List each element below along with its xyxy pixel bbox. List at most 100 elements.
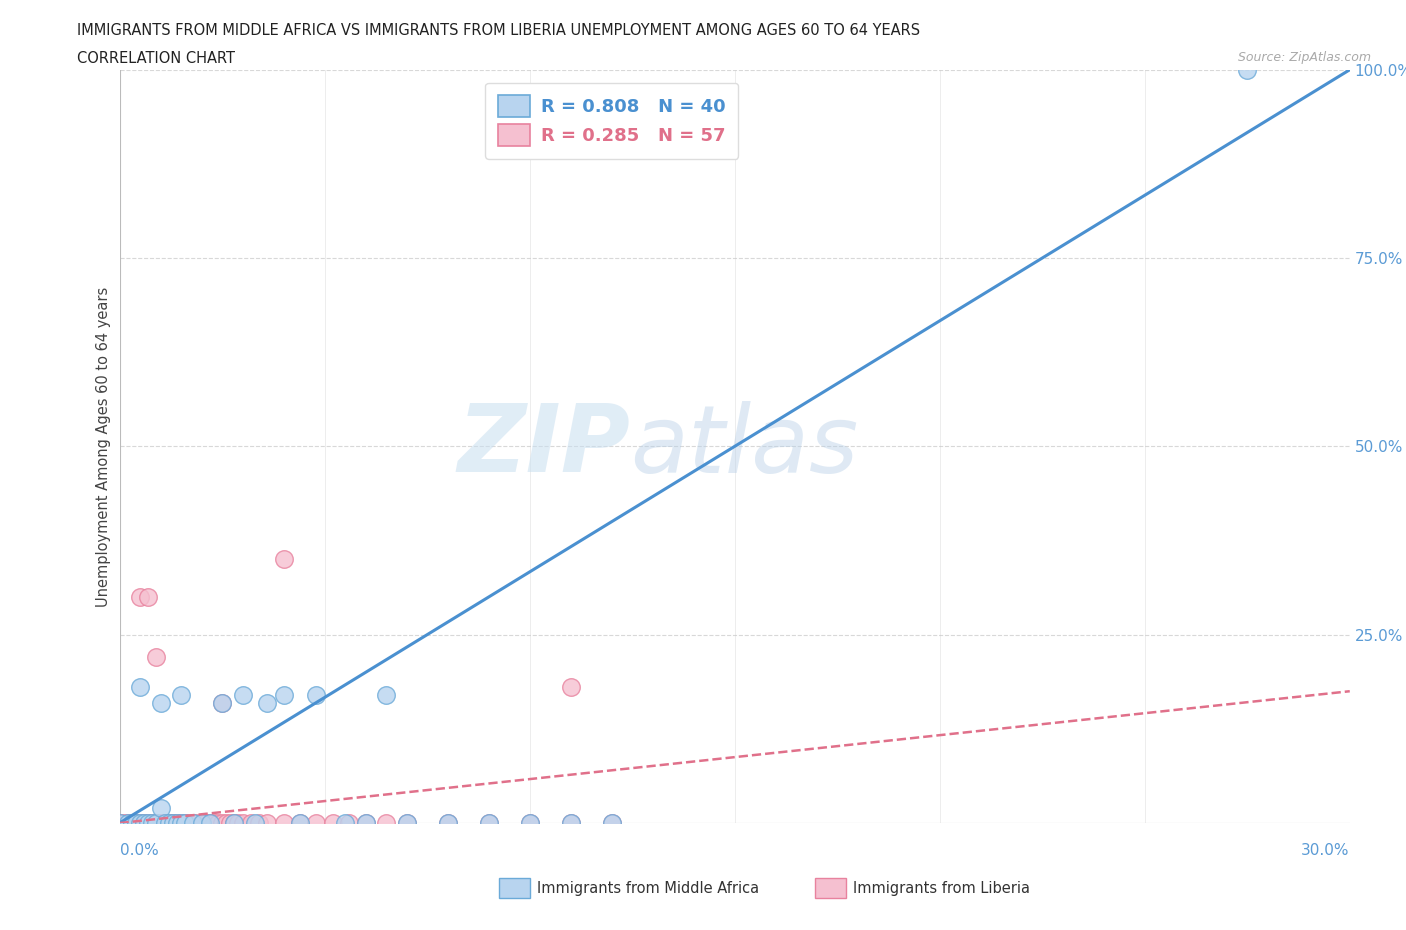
Text: atlas: atlas xyxy=(630,401,858,492)
Y-axis label: Unemployment Among Ages 60 to 64 years: Unemployment Among Ages 60 to 64 years xyxy=(96,286,111,606)
Point xyxy=(108,816,131,830)
Point xyxy=(179,816,201,830)
Point xyxy=(211,816,233,830)
Point xyxy=(305,687,328,702)
Point xyxy=(256,816,278,830)
Point xyxy=(478,816,501,830)
Point xyxy=(247,816,270,830)
Point xyxy=(273,552,295,567)
Point xyxy=(190,816,212,830)
Point xyxy=(166,816,188,830)
Point xyxy=(132,816,156,830)
Point xyxy=(600,816,623,830)
Point xyxy=(198,816,221,830)
Point xyxy=(145,816,167,830)
Point xyxy=(162,816,184,830)
Point xyxy=(560,816,582,830)
Point xyxy=(129,816,152,830)
Point xyxy=(190,816,212,830)
Point xyxy=(395,816,418,830)
Point xyxy=(136,816,159,830)
Point xyxy=(149,695,172,710)
Point xyxy=(322,816,344,830)
Point xyxy=(183,816,205,830)
Point xyxy=(153,816,176,830)
Point xyxy=(224,816,246,830)
Point xyxy=(337,816,360,830)
Point xyxy=(121,816,143,830)
Point xyxy=(121,816,143,830)
Point xyxy=(288,816,311,830)
Point xyxy=(211,695,233,710)
Point xyxy=(145,650,167,665)
Point xyxy=(183,816,205,830)
Text: 0.0%: 0.0% xyxy=(120,844,159,858)
Point xyxy=(354,816,377,830)
Point xyxy=(600,816,623,830)
Point xyxy=(157,816,180,830)
Point xyxy=(170,816,193,830)
Point xyxy=(273,816,295,830)
Point xyxy=(117,816,139,830)
Point xyxy=(149,816,172,830)
Point xyxy=(436,816,458,830)
Point xyxy=(153,816,176,830)
Point xyxy=(132,816,156,830)
Point xyxy=(239,816,262,830)
Point xyxy=(157,816,180,830)
Point xyxy=(174,816,197,830)
Point xyxy=(560,680,582,695)
Point xyxy=(333,816,356,830)
Point xyxy=(125,816,148,830)
Point xyxy=(198,816,221,830)
Point xyxy=(231,816,254,830)
Point xyxy=(162,816,184,830)
Point xyxy=(288,816,311,830)
Point xyxy=(560,816,582,830)
Point xyxy=(108,816,131,830)
Point xyxy=(519,816,541,830)
Text: 30.0%: 30.0% xyxy=(1302,844,1350,858)
Point xyxy=(141,816,163,830)
Point xyxy=(215,816,238,830)
Point xyxy=(145,816,167,830)
Point xyxy=(112,816,135,830)
Point xyxy=(170,816,193,830)
Point xyxy=(170,687,193,702)
Point xyxy=(219,816,242,830)
Text: CORRELATION CHART: CORRELATION CHART xyxy=(77,51,235,66)
Text: Source: ZipAtlas.com: Source: ZipAtlas.com xyxy=(1237,51,1371,64)
Point xyxy=(243,816,266,830)
Text: Immigrants from Liberia: Immigrants from Liberia xyxy=(853,881,1031,896)
Point xyxy=(136,590,159,604)
Point xyxy=(129,590,152,604)
Point xyxy=(136,816,159,830)
Point xyxy=(305,816,328,830)
Point xyxy=(436,816,458,830)
Point xyxy=(224,816,246,830)
Point xyxy=(117,816,139,830)
Point xyxy=(1236,62,1258,77)
Point xyxy=(375,816,398,830)
Point xyxy=(256,695,278,710)
Point xyxy=(125,816,148,830)
Point xyxy=(202,816,225,830)
Point xyxy=(211,695,233,710)
Point xyxy=(194,816,217,830)
Point xyxy=(183,816,205,830)
Point xyxy=(129,680,152,695)
Point xyxy=(153,816,176,830)
Point xyxy=(174,816,197,830)
Text: ZIP: ZIP xyxy=(457,401,630,492)
Text: IMMIGRANTS FROM MIDDLE AFRICA VS IMMIGRANTS FROM LIBERIA UNEMPLOYMENT AMONG AGES: IMMIGRANTS FROM MIDDLE AFRICA VS IMMIGRA… xyxy=(77,23,921,38)
Point xyxy=(162,816,184,830)
Text: Immigrants from Middle Africa: Immigrants from Middle Africa xyxy=(537,881,759,896)
Point xyxy=(231,687,254,702)
Point xyxy=(395,816,418,830)
Point xyxy=(166,816,188,830)
Point xyxy=(354,816,377,830)
Point xyxy=(375,687,398,702)
Point xyxy=(149,801,172,816)
Point xyxy=(478,816,501,830)
Legend: R = 0.808   N = 40, R = 0.285   N = 57: R = 0.808 N = 40, R = 0.285 N = 57 xyxy=(485,83,738,159)
